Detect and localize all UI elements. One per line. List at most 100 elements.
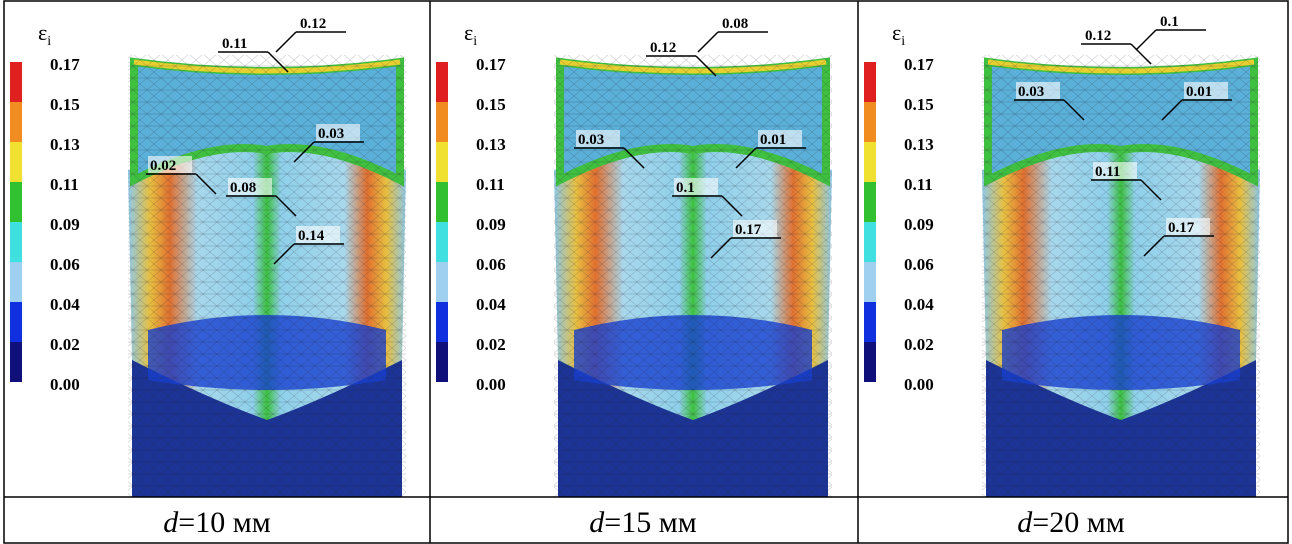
mesh bbox=[128, 55, 406, 497]
scale-swatch bbox=[864, 222, 876, 262]
panel: εi 0.17 0.15 0.13 0.11 0.09 0.06 0.04 0.02 0.00 0.… bbox=[864, 12, 1260, 539]
scale-label: 0.04 bbox=[476, 295, 506, 314]
scale-label: 0.04 bbox=[904, 295, 934, 314]
scale-label: 0.09 bbox=[904, 215, 934, 234]
annotation: 0.11 bbox=[1095, 164, 1120, 180]
scale-label: 0.02 bbox=[904, 335, 934, 354]
scale-swatch bbox=[436, 222, 448, 262]
leader bbox=[267, 51, 289, 73]
annotation-bg bbox=[148, 156, 192, 173]
annotation-bg bbox=[674, 178, 718, 195]
annotation-bg bbox=[1083, 26, 1127, 43]
scale-swatch bbox=[864, 262, 876, 302]
annotation: 0.03 bbox=[318, 126, 344, 142]
panel: εi 0.17 0.15 0.13 0.11 0.09 0.06 0.04 0.02 0.00 0.… bbox=[10, 14, 406, 539]
annotation: 0.14 bbox=[298, 228, 325, 244]
caption-text: =20 мм bbox=[1032, 506, 1124, 539]
annotation-bg bbox=[576, 130, 620, 147]
annotation-bg bbox=[1184, 82, 1228, 99]
leader bbox=[695, 55, 717, 77]
scale-label: 0.06 bbox=[50, 255, 80, 274]
caption-var: d bbox=[589, 506, 605, 539]
annotation: 0.17 bbox=[1168, 220, 1195, 236]
scale-label: 0.00 bbox=[476, 375, 506, 394]
caption: d=15 мм bbox=[589, 506, 696, 539]
annotation: 0.08 bbox=[722, 16, 748, 32]
scale-swatch bbox=[436, 142, 448, 182]
scale-label: 0.00 bbox=[904, 375, 934, 394]
annotation: 0.01 bbox=[1186, 84, 1212, 100]
scale-swatch bbox=[10, 262, 22, 302]
scale-swatch bbox=[864, 302, 876, 342]
annotation: 0.12 bbox=[1085, 28, 1111, 44]
scale-subscript: i bbox=[473, 34, 477, 49]
scale-label: 0.11 bbox=[904, 175, 933, 194]
scale-swatch bbox=[436, 102, 448, 142]
scale-label: 0.06 bbox=[476, 255, 506, 274]
scale-label: 0.15 bbox=[904, 95, 934, 114]
annotation: 0.02 bbox=[150, 158, 176, 174]
caption-var: d bbox=[163, 506, 179, 539]
scale-swatch bbox=[10, 102, 22, 142]
annotation: 0.1 bbox=[676, 180, 695, 196]
annotation-bg bbox=[316, 124, 360, 141]
annotation: 0.12 bbox=[300, 16, 326, 32]
caption: d=10 мм bbox=[163, 506, 270, 539]
annotation: 0.12 bbox=[650, 40, 676, 56]
scale-label: 0.09 bbox=[476, 215, 506, 234]
scale-swatch bbox=[864, 182, 876, 222]
annotation-bg bbox=[298, 14, 342, 31]
scale-swatch bbox=[436, 182, 448, 222]
scale-label: 0.11 bbox=[50, 175, 79, 194]
scale-label: 0.11 bbox=[476, 175, 505, 194]
leader bbox=[697, 31, 719, 53]
scale-label: 0.17 bbox=[904, 55, 934, 74]
leader bbox=[293, 141, 315, 163]
scale-swatch bbox=[10, 302, 22, 342]
scale-label: 0.15 bbox=[476, 95, 506, 114]
panel: εi 0.17 0.15 0.13 0.11 0.09 0.06 0.04 0.02 0.00 0.… bbox=[436, 14, 832, 539]
leader bbox=[1161, 99, 1183, 121]
leader bbox=[1135, 29, 1157, 51]
scale-swatch bbox=[10, 182, 22, 222]
scale-label: 0.09 bbox=[50, 215, 80, 234]
caption-var: d bbox=[1017, 506, 1033, 539]
scale-symbol: εi bbox=[464, 20, 477, 49]
scale-swatch bbox=[436, 262, 448, 302]
annotation-bg bbox=[1158, 12, 1202, 29]
annotation-bg bbox=[220, 34, 264, 51]
leader bbox=[1143, 235, 1165, 257]
leader bbox=[623, 147, 645, 169]
leader bbox=[735, 147, 757, 169]
scale-label: 0.15 bbox=[50, 95, 80, 114]
scale-swatch bbox=[436, 342, 448, 382]
mesh bbox=[554, 55, 832, 497]
scale-label: 0.00 bbox=[50, 375, 80, 394]
scale-label: 0.17 bbox=[50, 55, 80, 74]
leader bbox=[195, 173, 217, 195]
scale-label: 0.13 bbox=[50, 135, 80, 154]
annotation-bg bbox=[733, 220, 777, 237]
scale-swatch bbox=[864, 142, 876, 182]
scale-swatch bbox=[864, 62, 876, 102]
leader bbox=[1140, 179, 1162, 201]
scale-swatch bbox=[10, 142, 22, 182]
scale-swatch bbox=[864, 102, 876, 142]
caption-text: =15 мм bbox=[604, 506, 696, 539]
scale-label: 0.02 bbox=[476, 335, 506, 354]
scale-label: 0.06 bbox=[904, 255, 934, 274]
scale-symbol: εi bbox=[38, 20, 51, 49]
annotation-bg bbox=[228, 178, 272, 195]
annotation-bg bbox=[1093, 162, 1137, 179]
annotation: 0.08 bbox=[230, 180, 256, 196]
leader bbox=[710, 237, 732, 259]
caption: d=20 мм bbox=[1017, 506, 1124, 539]
scale-swatch bbox=[436, 302, 448, 342]
scale-label: 0.04 bbox=[50, 295, 80, 314]
annotation: 0.17 bbox=[735, 222, 762, 238]
scale-label: 0.02 bbox=[50, 335, 80, 354]
scale-swatch bbox=[10, 62, 22, 102]
scale-swatch bbox=[10, 342, 22, 382]
panels: εi 0.17 0.15 0.13 0.11 0.09 0.06 0.04 0.02 0.00 0.… bbox=[10, 12, 1260, 539]
